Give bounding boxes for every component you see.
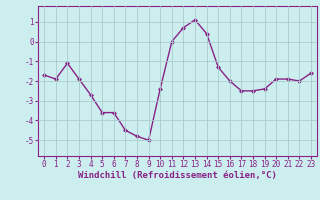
X-axis label: Windchill (Refroidissement éolien,°C): Windchill (Refroidissement éolien,°C) <box>78 171 277 180</box>
